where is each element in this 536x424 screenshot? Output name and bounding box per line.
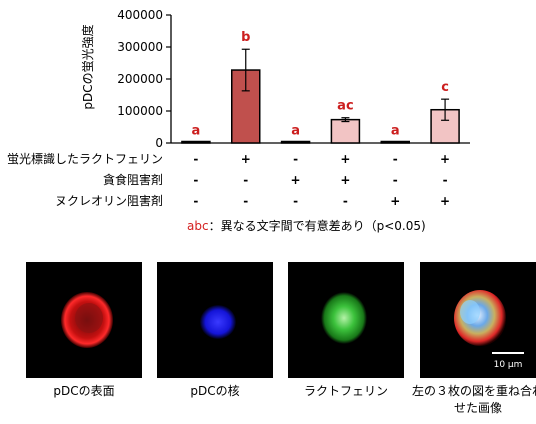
bar [380, 140, 410, 144]
y-tick-label: 300000 [117, 40, 163, 54]
y-tick-label: 400000 [117, 8, 163, 22]
condition-sign: - [193, 152, 198, 166]
bar [330, 118, 361, 144]
caption-merged: 左の３枚の図を重ね合わせた画像 [411, 384, 536, 415]
y-axis-label: pDCの蛍光強度 [80, 24, 95, 109]
condition-label: 貪食阻害剤 [103, 172, 163, 187]
condition-sign: - [343, 194, 348, 208]
caption-pdc-nucleus: pDCの核 [190, 384, 240, 398]
y-tick-label: 0 [155, 136, 163, 150]
pdc-nucleus-micrograph [200, 305, 236, 339]
image-pdc-nucleus [157, 262, 273, 378]
condition-label: ヌクレオリン阻害剤 [55, 193, 163, 208]
significance-letter: b [241, 30, 250, 45]
bar [181, 140, 211, 144]
condition-table: 蛍光標識したラクトフェリン - + - + - + 貪食阻害剤 - - + + - - ヌクレオリン阻害剤 -… [7, 152, 450, 208]
significance-letter: a [391, 123, 400, 138]
pdc-surface-micrograph [61, 292, 113, 348]
condition-sign: + [291, 173, 301, 187]
image-pdc-surface [26, 262, 142, 378]
condition-sign: - [393, 152, 398, 166]
bar [280, 140, 311, 144]
lactoferrin-micrograph [321, 292, 367, 344]
condition-sign: - [243, 173, 248, 187]
significance-note-letters: abc [187, 219, 209, 233]
significance-letter: a [192, 123, 201, 138]
condition-sign: + [340, 173, 350, 187]
significance-letter: c [441, 80, 449, 95]
condition-sign: + [440, 194, 450, 208]
condition-label: 蛍光標識したラクトフェリン [7, 152, 163, 166]
condition-sign: + [440, 152, 450, 166]
condition-sign: - [293, 152, 298, 166]
significance-letter: ac [337, 99, 353, 114]
caption-lactoferrin: ラクトフェリン [303, 384, 388, 398]
condition-sign: - [243, 194, 248, 208]
condition-sign: + [340, 152, 350, 166]
y-axis: 0 100000 200000 300000 400000 [117, 8, 470, 150]
merged-micrograph: 10 µm [454, 290, 524, 370]
condition-sign: + [390, 194, 400, 208]
significance-note-text: ：異なる文字間で有意差あり（p<0.05) [208, 219, 426, 233]
condition-sign: - [443, 173, 448, 187]
condition-sign: + [241, 152, 251, 166]
condition-sign: - [293, 194, 298, 208]
significance-note: abc：異なる文字間で有意差あり（p<0.05) [187, 217, 426, 234]
image-merged: 10 µm [420, 262, 536, 378]
y-tick-label: 200000 [117, 72, 163, 86]
image-lactoferrin [288, 262, 404, 378]
caption-pdc-surface: pDCの表面 [53, 384, 115, 398]
bar [231, 69, 261, 144]
scale-bar-label: 10 µm [494, 360, 523, 370]
condition-sign: - [193, 194, 198, 208]
y-tick-label: 100000 [117, 104, 163, 118]
condition-sign: - [393, 173, 398, 187]
significance-letter: a [291, 123, 300, 138]
condition-sign: - [193, 173, 198, 187]
